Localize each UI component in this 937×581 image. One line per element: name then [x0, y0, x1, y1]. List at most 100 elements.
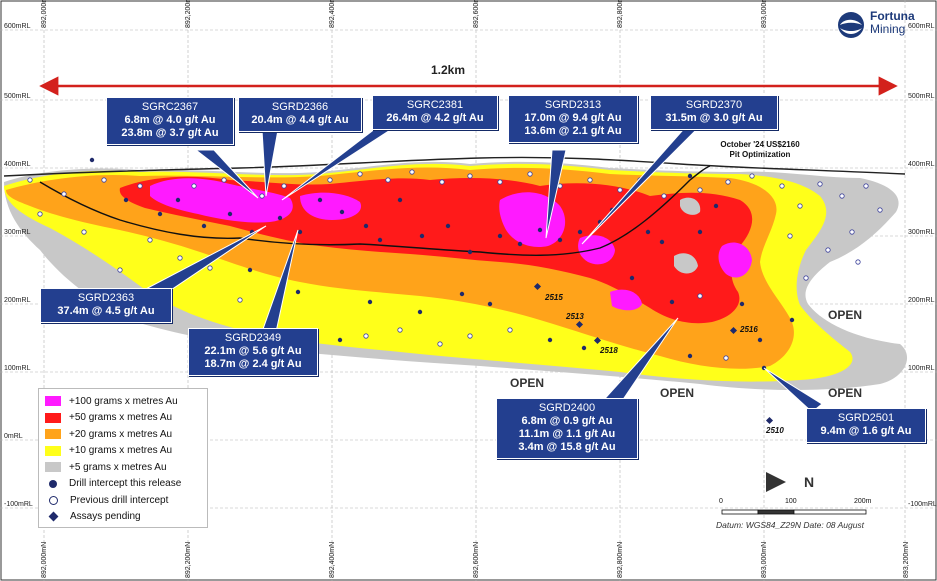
- svg-text:892,400mN: 892,400mN: [329, 542, 336, 578]
- legend-item: +20 grams x metres Au: [45, 426, 201, 443]
- callout-sgrc2367: SGRC2367 6.8m @ 4.0 g/t Au 23.8m @ 3.7 g…: [106, 97, 234, 145]
- distance-label: 1.2km: [430, 63, 466, 77]
- open-circle-icon: [49, 495, 58, 505]
- callout-interval: 22.1m @ 5.6 g/t Au: [204, 345, 302, 357]
- legend-label: +10 grams x metres Au: [69, 445, 173, 457]
- svg-text:600mRL: 600mRL: [4, 23, 31, 30]
- svg-text:400mRL: 400mRL: [908, 161, 935, 168]
- svg-text:200mRL: 200mRL: [4, 297, 31, 304]
- callout-hole: SGRD2349: [224, 332, 282, 344]
- svg-text:892,800mN: 892,800mN: [617, 0, 624, 28]
- scale-tick: 200m: [854, 498, 872, 505]
- callout-hole: SGRD2363: [77, 292, 135, 304]
- svg-text:-100mRL: -100mRL: [4, 501, 33, 508]
- fortuna-logo: Fortuna Mining: [836, 8, 932, 42]
- shell-100-d: [578, 235, 615, 265]
- open-label: OPEN: [828, 308, 863, 322]
- legend-swatch: [45, 412, 61, 423]
- svg-text:892,200mN: 892,200mN: [185, 542, 192, 578]
- svg-text:500mRL: 500mRL: [908, 93, 935, 100]
- callout-interval: 26.4m @ 4.2 g/t Au: [386, 112, 484, 124]
- legend-label: +50 grams x metres Au: [69, 412, 173, 424]
- pending-hole-label: 2510: [766, 426, 784, 435]
- svg-text:893,200mN: 893,200mN: [903, 542, 910, 578]
- legend-item: +50 grams x metres Au: [45, 410, 201, 427]
- fortuna-logo-icon: [838, 12, 864, 38]
- callout-interval: 18.7m @ 2.4 g/t Au: [204, 358, 302, 370]
- diamond-icon: [48, 511, 59, 522]
- callout-sgrd2370: SGRD2370 31.5m @ 3.0 g/t Au: [650, 95, 778, 130]
- legend-label: Assays pending: [70, 511, 141, 523]
- easting-bottom-labels: 892,000mN 892,200mN 892,400mN 892,600mN …: [41, 542, 910, 578]
- svg-text:892,200mN: 892,200mN: [185, 0, 192, 28]
- callout-hole: SGRD2370: [685, 99, 743, 111]
- legend-label: +20 grams x metres Au: [69, 428, 173, 440]
- scale-graphic: [721, 472, 867, 515]
- open-label: OPEN: [828, 386, 863, 400]
- topography-line: [3, 156, 906, 177]
- svg-text:400mRL: 400mRL: [4, 161, 31, 168]
- pit-label: October '24 US$2160 Pit Optimization: [705, 140, 815, 160]
- drill-intercepts-release: [89, 157, 795, 371]
- callout-pointers: [138, 121, 823, 413]
- filled-dot-icon: [49, 479, 57, 488]
- svg-text:892,800mN: 892,800mN: [617, 542, 624, 578]
- svg-text:500mRL: 500mRL: [4, 93, 31, 100]
- svg-text:892,400mN: 892,400mN: [329, 0, 336, 28]
- callout-hole: SGRC2367: [141, 101, 199, 113]
- legend-item: +5 grams x metres Au: [45, 459, 201, 476]
- callout-sgrd2501: SGRD2501 9.4m @ 1.6 g/t Au: [806, 408, 926, 443]
- callout-hole: SGRD2501: [837, 412, 895, 424]
- legend-item: Previous drill intercept: [45, 492, 201, 509]
- legend-label: Drill intercept this release: [69, 478, 182, 490]
- callout-interval: 13.6m @ 2.1 g/t Au: [524, 125, 622, 137]
- pending-hole-label: 2515: [545, 293, 563, 302]
- legend-swatch: [45, 462, 61, 473]
- callout-hole: SGRD2313: [544, 99, 602, 111]
- callout-interval: 11.1m @ 1.1 g/t Au: [518, 428, 616, 440]
- svg-text:892,600mN: 892,600mN: [473, 0, 480, 28]
- pending-hole-label: 2516: [740, 325, 758, 334]
- callout-interval: 17.0m @ 9.4 g/t Au: [524, 112, 622, 124]
- callout-interval: 6.8m @ 0.9 g/t Au: [521, 415, 613, 427]
- callout-interval: 37.4m @ 4.5 g/t Au: [57, 305, 155, 317]
- svg-text:300mRL: 300mRL: [4, 229, 31, 236]
- svg-text:100mRL: 100mRL: [908, 365, 935, 372]
- pit-label-line-2: Pit Optimization: [729, 150, 791, 159]
- pit-outline: [39, 165, 711, 256]
- callout-interval: 20.4m @ 4.4 g/t Au: [251, 114, 349, 126]
- svg-text:0mRL: 0mRL: [4, 433, 23, 440]
- svg-text:600mRL: 600mRL: [908, 23, 935, 30]
- easting-top-labels: 892,000mN 892,200mN 892,400mN 892,600mN …: [41, 0, 768, 28]
- legend-label: +100 grams x metres Au: [69, 395, 178, 407]
- callout-interval: 31.5m @ 3.0 g/t Au: [665, 112, 763, 124]
- legend: +100 grams x metres Au +50 grams x metre…: [38, 388, 208, 528]
- svg-text:-100mRL: -100mRL: [908, 501, 937, 508]
- shell-100-e: [610, 289, 642, 311]
- svg-text:100mRL: 100mRL: [4, 365, 31, 372]
- legend-item: +10 grams x metres Au: [45, 443, 201, 460]
- rl-left-labels: 600mRL 500mRL 400mRL 300mRL 200mRL 100mRL 0m…: [4, 23, 33, 508]
- north-arrow-icon: [766, 472, 786, 492]
- north-label: N: [804, 474, 815, 490]
- legend-swatch: [45, 396, 61, 407]
- pending-hole-label: 2513: [566, 312, 584, 321]
- callout-sgrd2400: SGRD2400 6.8m @ 0.9 g/t Au 11.1m @ 1.1 g…: [496, 398, 638, 459]
- callout-sgrd2363: SGRD2363 37.4m @ 4.5 g/t Au: [40, 288, 172, 323]
- shell-100-f: [718, 242, 752, 278]
- shell-gap-b: [680, 197, 701, 215]
- svg-text:892,000mN: 892,000mN: [41, 542, 48, 578]
- logo-name: Fortuna: [870, 9, 915, 23]
- svg-text:892,600mN: 892,600mN: [473, 542, 480, 578]
- scale-tick: 0: [719, 498, 723, 505]
- pending-hole-label: 2518: [600, 346, 618, 355]
- legend-label: Previous drill intercept: [70, 494, 169, 506]
- callout-interval: 23.8m @ 3.7 g/t Au: [121, 127, 219, 139]
- shell-gap-c: [790, 193, 809, 213]
- open-label: OPEN: [510, 376, 545, 390]
- svg-text:200mRL: 200mRL: [908, 297, 935, 304]
- shell-100-b: [300, 192, 362, 220]
- callout-hole: SGRD2400: [538, 402, 596, 414]
- callout-sgrd2349: SGRD2349 22.1m @ 5.6 g/t Au 18.7m @ 2.4 …: [188, 328, 318, 376]
